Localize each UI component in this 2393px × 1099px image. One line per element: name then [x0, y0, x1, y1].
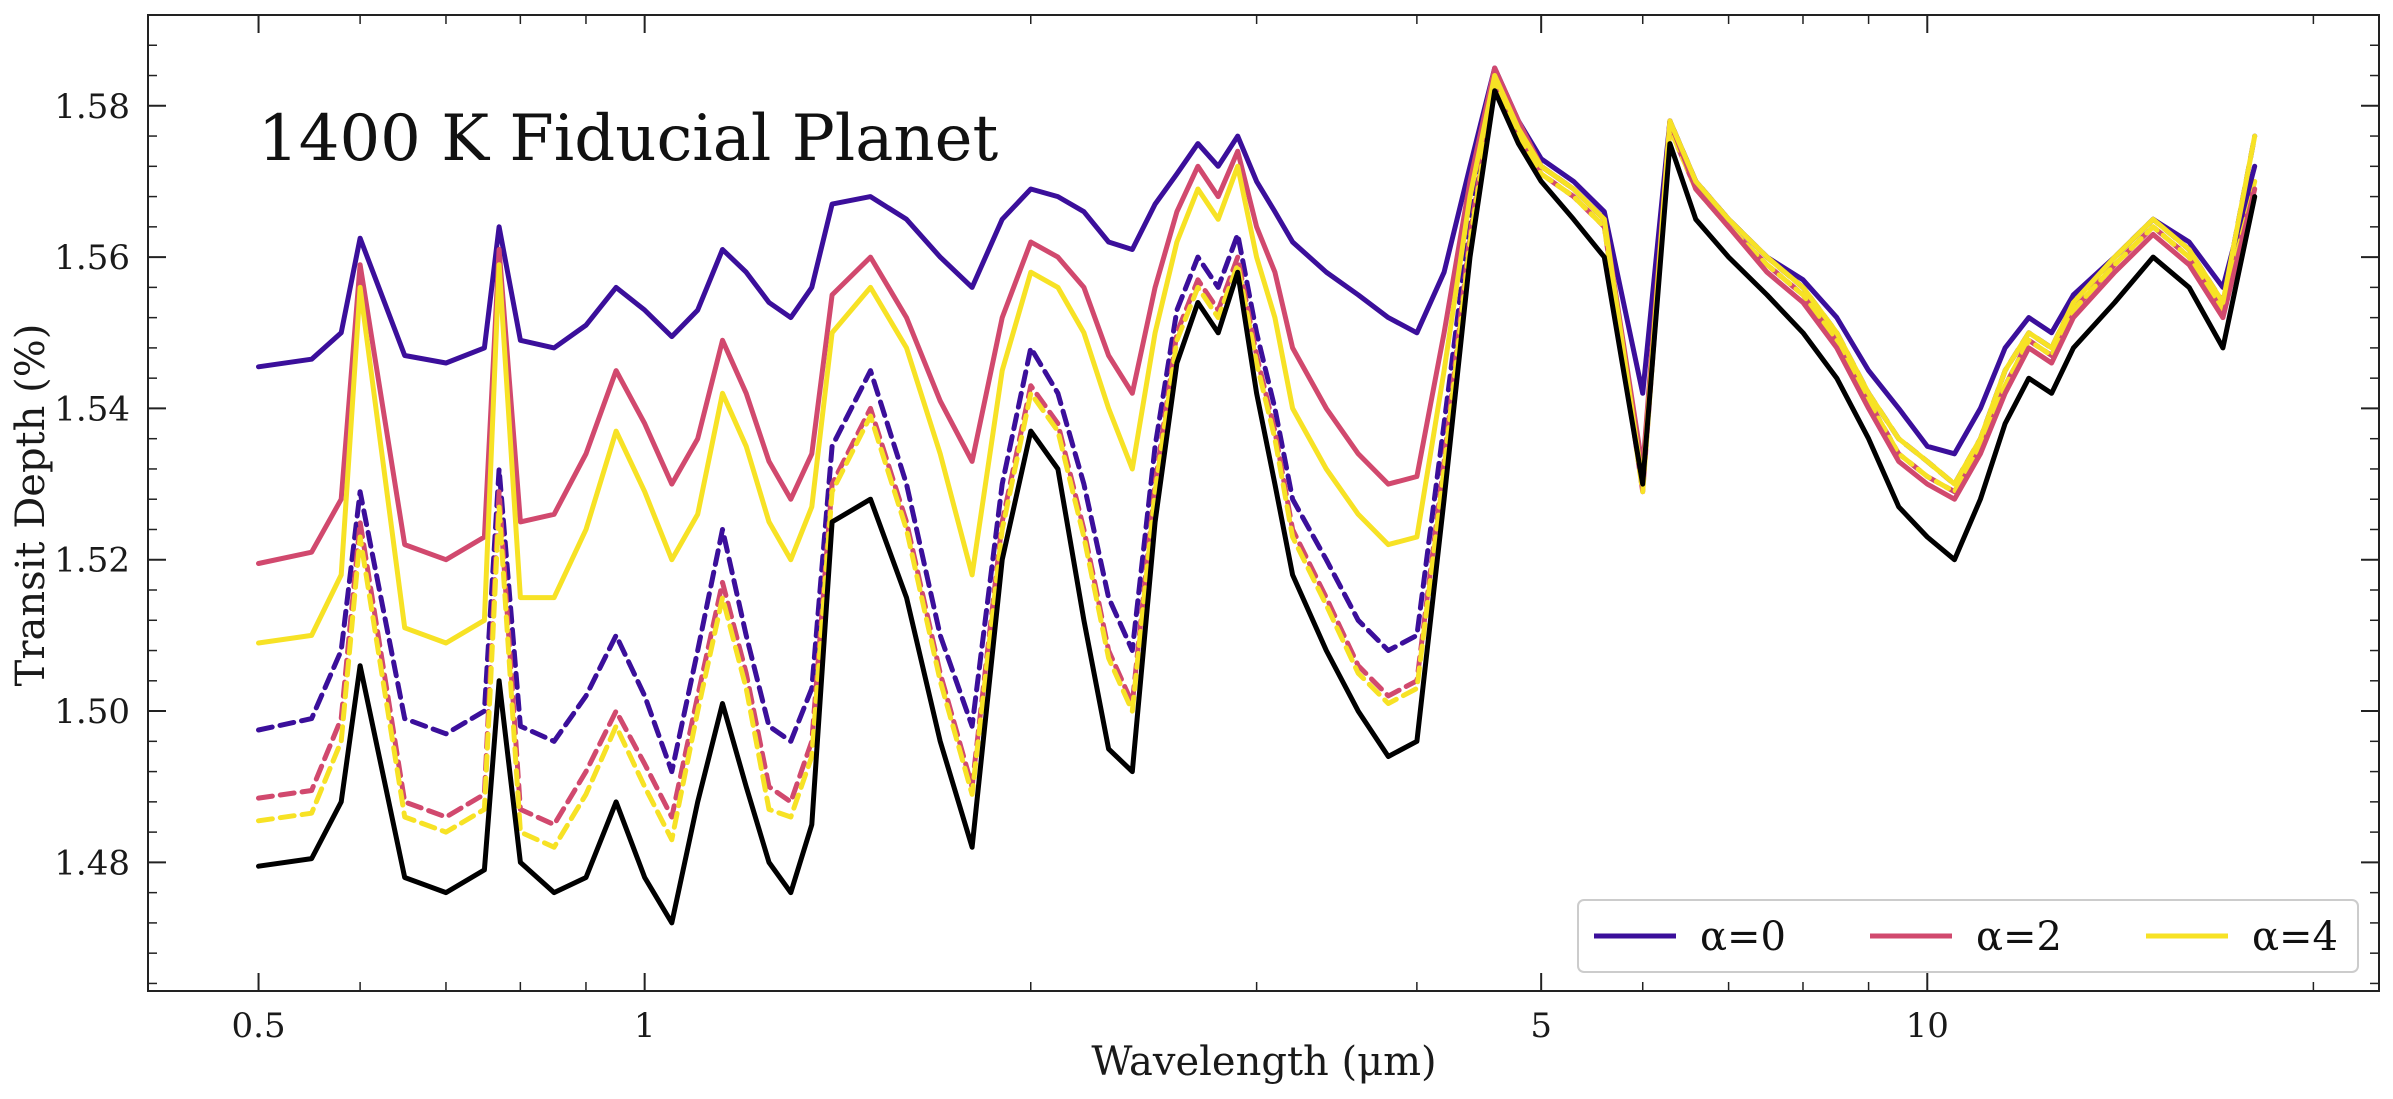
y-tick-label: 1.48: [54, 843, 130, 883]
x-tick-label: 5: [1530, 1006, 1552, 1046]
y-tick-label: 1.52: [54, 541, 130, 581]
series-layer: [256, 65, 2258, 926]
x-tick-label: 0.5: [232, 1006, 286, 1046]
y-tick-label: 1.56: [54, 238, 130, 278]
legend-label: α=0: [1700, 914, 1786, 960]
y-axis-label: Transit Depth (%): [8, 324, 54, 687]
series-line-2: [256, 73, 2258, 646]
series-line-5: [256, 80, 2258, 850]
y-tick-label: 1.50: [54, 692, 130, 732]
plot-frame: [147, 14, 2380, 992]
legend-label: α=2: [1976, 914, 2062, 960]
x-tick-label: 1: [634, 1006, 656, 1046]
series-line-6: [256, 88, 2258, 926]
series-line-0: [256, 65, 2258, 457]
legend-label: α=4: [2252, 914, 2338, 960]
legend-box: [1577, 899, 2359, 973]
x-tick-label: 10: [1906, 1006, 1949, 1046]
legend: α=0 α=2 α=4: [1577, 899, 2359, 973]
series-line-1: [256, 65, 2258, 566]
x-axis-label: Wavelength (μm): [1091, 1039, 1436, 1085]
y-tick-label: 1.54: [54, 389, 130, 429]
axes-layer: 1.48 1.50 1.52 1.54 1.56 1.58 0.5 1 5 10: [54, 14, 2380, 1046]
chart-annotation: 1400 K Fiducial Planet: [258, 102, 999, 176]
y-tick-label: 1.58: [54, 87, 130, 127]
